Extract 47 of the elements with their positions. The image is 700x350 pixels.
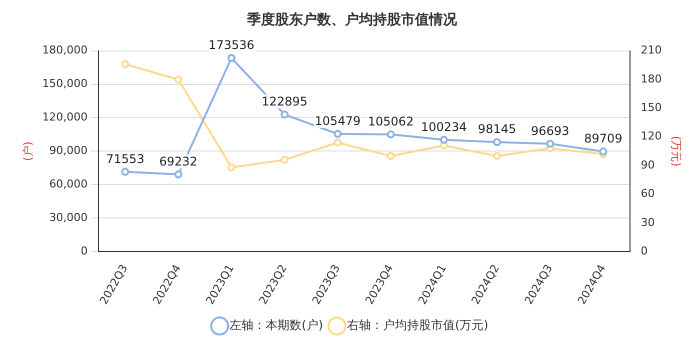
- data-label: 89709: [584, 132, 622, 146]
- data-label: 100234: [421, 120, 467, 134]
- point: [493, 152, 502, 160]
- legend-label: 左轴：本期数(户): [230, 318, 324, 332]
- data-label: 105479: [314, 114, 361, 128]
- y2-tick-label: 150: [640, 101, 662, 114]
- point: [440, 136, 448, 144]
- data-label: 69232: [159, 154, 198, 168]
- chart-title: 季度股东户数、户均持股市值情况: [246, 11, 458, 28]
- data-label: 105062: [368, 114, 414, 129]
- point: [386, 152, 395, 160]
- point: [386, 130, 395, 138]
- point: [280, 156, 289, 164]
- y2-tick-label: 60: [640, 187, 655, 200]
- data-label: 71553: [106, 152, 144, 166]
- point: [280, 110, 289, 119]
- data-label: 122895: [262, 94, 308, 109]
- y-tick-label: 90,000: [49, 144, 88, 158]
- y2-tick-label: 120: [640, 130, 662, 143]
- point: [599, 148, 608, 156]
- data-label: 96693: [531, 124, 570, 138]
- point: [174, 75, 182, 84]
- y-tick-label: 30,000: [49, 210, 88, 224]
- y2-tick-label: 0: [640, 244, 648, 258]
- legend-label: 右轴：户均持股市值(万元): [347, 318, 488, 332]
- y2-tick-label: 90: [640, 158, 655, 172]
- y-tick-label: 0: [80, 244, 88, 258]
- y2-tick-label: 180: [640, 72, 662, 86]
- point: [546, 140, 554, 148]
- point: [334, 138, 342, 147]
- point: [227, 54, 236, 62]
- data-label: 98145: [478, 122, 516, 136]
- y2-tick-label: 210: [640, 44, 662, 57]
- point: [493, 138, 502, 146]
- point: [334, 130, 342, 138]
- y2-axis-title: (万元): [670, 136, 683, 166]
- data-label: 173536: [208, 38, 254, 52]
- y2-tick-label: 30: [640, 216, 655, 229]
- y-tick-label: 150,000: [42, 77, 88, 90]
- point: [121, 168, 130, 176]
- y-tick-label: 60,000: [49, 178, 88, 191]
- point: [121, 60, 130, 68]
- y-tick-label: 180,000: [42, 44, 88, 57]
- point: [174, 170, 182, 178]
- point: [227, 163, 236, 172]
- y-tick-label: 120,000: [42, 110, 88, 124]
- y-axis-title: (户): [21, 141, 34, 161]
